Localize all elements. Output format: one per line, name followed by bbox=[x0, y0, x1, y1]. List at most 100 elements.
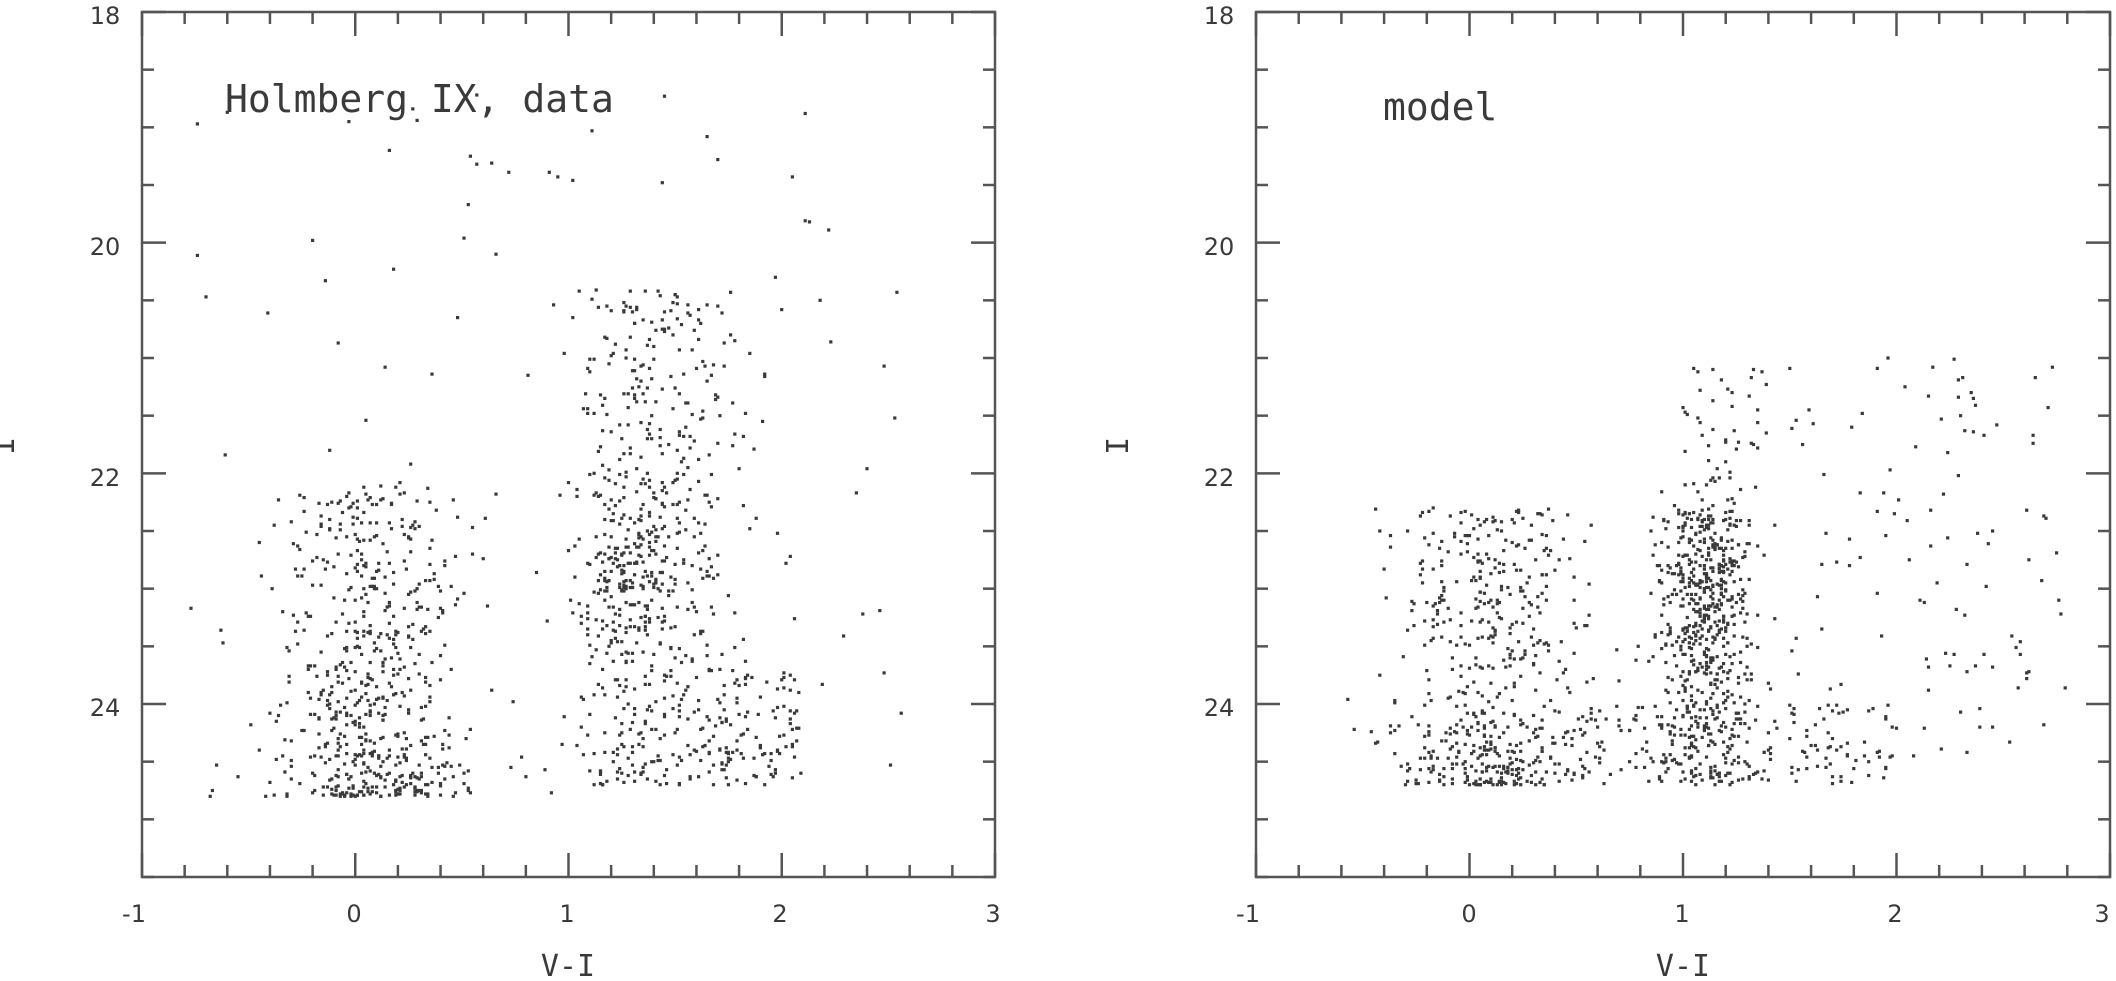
data-point bbox=[630, 369, 635, 373]
data-point bbox=[428, 695, 432, 699]
data-point bbox=[1704, 613, 1709, 617]
data-point bbox=[1478, 575, 1482, 579]
data-point bbox=[1875, 366, 1879, 370]
data-point bbox=[409, 776, 413, 780]
data-point bbox=[1745, 612, 1749, 616]
data-point bbox=[620, 652, 624, 656]
data-point bbox=[686, 717, 690, 721]
data-point bbox=[771, 709, 775, 713]
data-point bbox=[1480, 666, 1484, 670]
data-point bbox=[1790, 426, 1794, 430]
data-point bbox=[618, 522, 622, 526]
data-point bbox=[1766, 748, 1770, 752]
data-point bbox=[1495, 611, 1499, 615]
data-point bbox=[722, 708, 726, 712]
data-point bbox=[1694, 701, 1698, 705]
data-point bbox=[428, 700, 432, 704]
data-point bbox=[1704, 576, 1709, 580]
data-point bbox=[637, 545, 641, 549]
data-point bbox=[1954, 607, 1958, 611]
data-point bbox=[624, 584, 628, 588]
data-point bbox=[895, 290, 899, 294]
data-point bbox=[1662, 603, 1666, 607]
data-point bbox=[1773, 719, 1777, 723]
data-point bbox=[1754, 771, 1758, 775]
data-point bbox=[1702, 587, 1706, 591]
data-point bbox=[323, 742, 327, 746]
data-point bbox=[257, 540, 261, 545]
data-point bbox=[643, 482, 647, 486]
data-point bbox=[667, 589, 671, 593]
data-point bbox=[2025, 677, 2029, 681]
data-point bbox=[675, 681, 679, 685]
data-point bbox=[1839, 775, 1843, 779]
data-point bbox=[355, 549, 359, 553]
y-tick-label: 22 bbox=[1204, 464, 1235, 492]
data-point bbox=[650, 320, 654, 324]
data-point bbox=[641, 502, 645, 507]
data-point bbox=[660, 582, 664, 586]
data-point bbox=[315, 555, 319, 560]
data-point bbox=[1730, 564, 1734, 568]
data-point bbox=[345, 723, 349, 727]
data-point bbox=[366, 698, 370, 703]
data-point bbox=[355, 516, 359, 520]
data-point bbox=[1679, 589, 1683, 593]
data-point bbox=[1711, 399, 1715, 403]
data-point bbox=[392, 614, 396, 618]
data-point bbox=[1672, 757, 1677, 761]
data-point bbox=[658, 783, 662, 787]
data-point bbox=[1440, 539, 1444, 543]
data-point bbox=[276, 713, 281, 718]
data-point bbox=[543, 768, 547, 772]
data-point bbox=[1687, 727, 1691, 731]
data-point bbox=[1561, 735, 1565, 739]
data-point bbox=[1835, 560, 1839, 564]
data-point bbox=[392, 783, 396, 787]
data-point bbox=[1711, 504, 1715, 508]
data-point bbox=[1728, 522, 1732, 526]
data-point bbox=[1694, 552, 1698, 556]
data-point bbox=[1698, 611, 1702, 615]
data-point bbox=[375, 785, 379, 789]
data-point bbox=[1480, 618, 1484, 622]
data-point bbox=[1728, 669, 1732, 673]
data-point bbox=[660, 481, 664, 485]
data-point bbox=[1549, 549, 1553, 553]
data-point bbox=[1722, 614, 1726, 618]
data-point bbox=[1446, 606, 1450, 610]
data-point bbox=[1596, 725, 1600, 729]
data-point bbox=[1736, 778, 1741, 782]
data-point bbox=[1487, 764, 1491, 768]
data-point bbox=[654, 497, 658, 501]
data-point bbox=[761, 419, 765, 423]
data-point bbox=[1828, 762, 1832, 766]
data-point bbox=[1540, 726, 1544, 730]
data-point bbox=[1487, 557, 1491, 561]
data-point bbox=[1459, 624, 1463, 628]
data-point bbox=[1587, 613, 1591, 617]
data-point bbox=[667, 326, 671, 330]
data-point bbox=[699, 629, 703, 633]
data-point bbox=[1474, 606, 1478, 610]
data-point bbox=[758, 745, 762, 749]
data-point bbox=[319, 522, 323, 526]
data-point bbox=[609, 519, 613, 523]
data-point bbox=[225, 110, 229, 114]
data-point bbox=[1713, 605, 1717, 609]
data-point bbox=[1572, 651, 1576, 655]
data-point bbox=[362, 725, 366, 729]
data-point bbox=[2014, 645, 2018, 650]
data-point bbox=[402, 559, 406, 563]
data-point bbox=[682, 372, 686, 376]
data-point bbox=[415, 118, 419, 122]
data-point bbox=[330, 777, 334, 781]
data-point bbox=[654, 727, 658, 731]
data-point bbox=[622, 689, 626, 693]
data-point bbox=[398, 792, 402, 796]
data-point bbox=[1717, 546, 1721, 550]
data-point bbox=[1679, 569, 1683, 573]
data-point bbox=[1698, 539, 1702, 543]
data-point bbox=[669, 669, 673, 673]
data-point bbox=[438, 589, 443, 593]
